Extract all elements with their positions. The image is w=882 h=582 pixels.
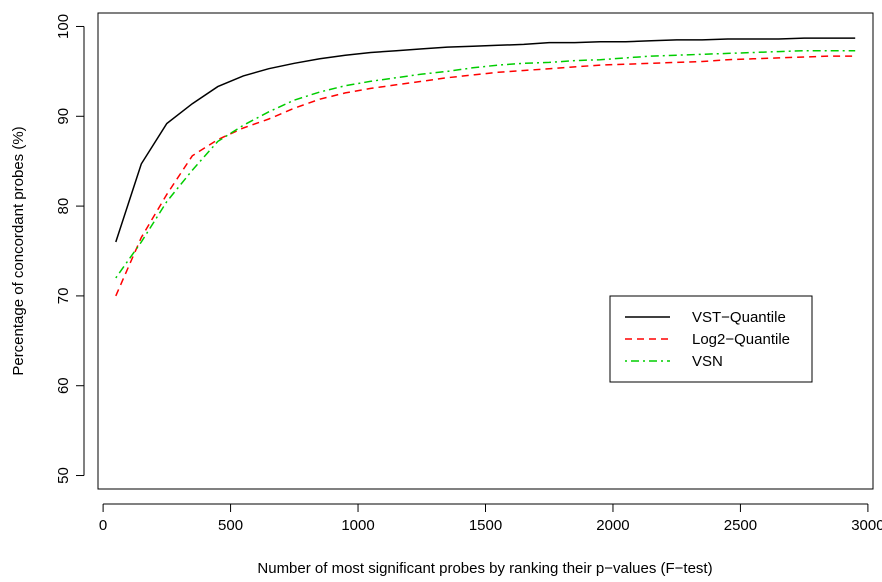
legend-label: VST−Quantile [692,309,786,326]
y-tick-label: 70 [55,288,72,305]
x-tick-label: 3000 [851,517,882,534]
x-tick-label: 0 [99,517,107,534]
series-line [115,55,856,297]
x-tick-label: 500 [218,517,243,534]
series-layer [115,37,856,297]
plot-frame [97,12,874,490]
x-axis-title: Number of most significant probes by ran… [257,560,712,577]
legend-label: VSN [692,353,723,370]
x-tick-label: 2000 [596,517,629,534]
y-axis: 50 60 70 80 90 100 [55,14,85,484]
y-axis-title: Percentage of concordant probes (%) [10,126,27,375]
y-tick-label: 50 [55,467,72,484]
y-tick-label: 80 [55,198,72,215]
x-tick-label: 1500 [469,517,502,534]
y-tick-label: 60 [55,377,72,394]
x-tick-label: 1000 [341,517,374,534]
y-tick-label: 90 [55,108,72,125]
y-tick-label: 100 [55,14,72,39]
x-tick-label: 2500 [724,517,757,534]
series-line [115,49,856,279]
x-axis: 0 500 1000 1500 2000 2500 3000 [99,503,882,534]
series-line [115,37,856,243]
legend: VST−Quantile Log2−Quantile VSN [609,295,813,383]
legend-label: Log2−Quantile [692,331,790,348]
